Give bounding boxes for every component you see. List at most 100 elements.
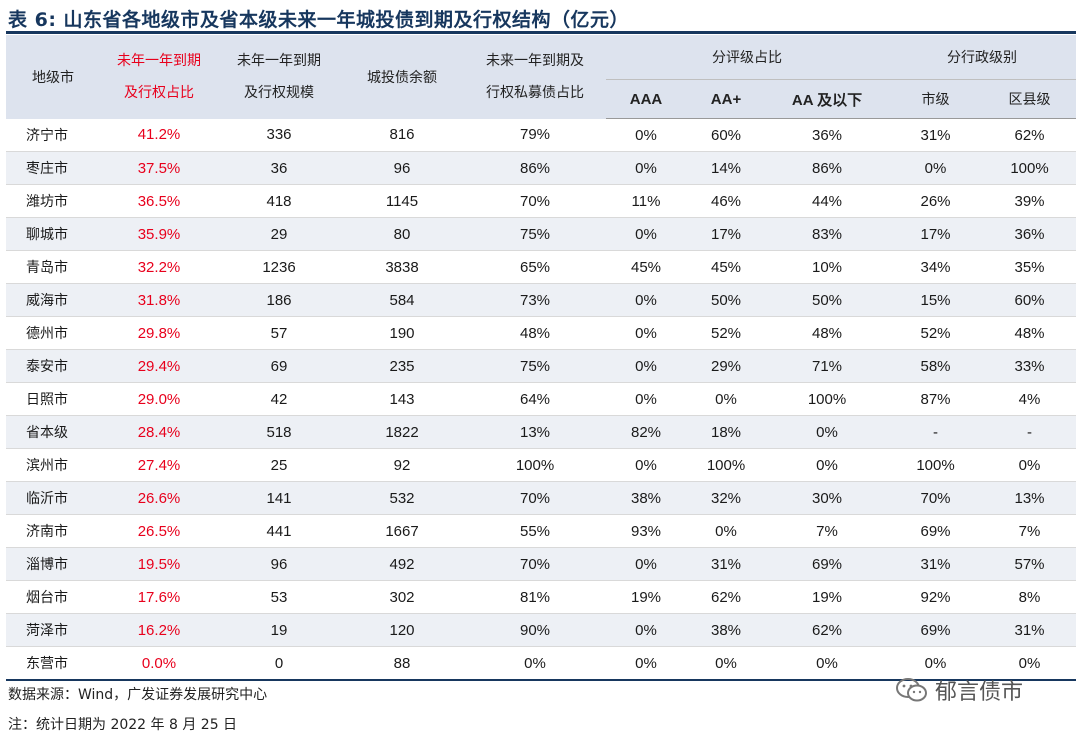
cell-city: 枣庄市 <box>6 151 100 185</box>
cell-scale: 19 <box>218 613 340 647</box>
cell-ratio: 37.5% <box>100 151 218 185</box>
cell-ratio: 0.0% <box>100 646 218 681</box>
cell-balance: 1822 <box>340 415 464 449</box>
table-row: 淄博市 19.5% 96 492 70% 0% 31% 69% 31% 57% <box>6 547 1077 581</box>
cell-aaplus: 62% <box>686 580 766 614</box>
cell-balance: 190 <box>340 316 464 350</box>
cell-aaa: 19% <box>606 580 686 614</box>
cell-balance: 3838 <box>340 250 464 284</box>
cell-scale: 1236 <box>218 250 340 284</box>
cell-ratio: 29.0% <box>100 382 218 416</box>
cell-scale: 42 <box>218 382 340 416</box>
cell-citylevel: 92% <box>888 580 984 614</box>
cell-aaa: 0% <box>606 613 686 647</box>
cell-aabelow: 7% <box>766 514 889 548</box>
cell-scale: 57 <box>218 316 340 350</box>
cell-aabelow: 0% <box>766 415 889 449</box>
cell-private: 70% <box>464 481 606 515</box>
cell-aaa: 45% <box>606 250 686 284</box>
cell-private: 100% <box>464 448 606 482</box>
cell-city: 东营市 <box>6 646 100 681</box>
header-ratio-line2: 及行权占比 <box>124 84 194 101</box>
cell-county: 100% <box>983 151 1077 185</box>
cell-aabelow: 36% <box>766 118 889 152</box>
cell-aabelow: 50% <box>766 283 889 317</box>
table-row: 聊城市 35.9% 29 80 75% 0% 17% 83% 17% 36% <box>6 217 1077 251</box>
header-rating-group: 分评级占比 <box>606 35 889 80</box>
cell-aabelow: 44% <box>766 184 889 218</box>
cell-ratio: 28.4% <box>100 415 218 449</box>
cell-citylevel: 87% <box>888 382 984 416</box>
cell-balance: 80 <box>340 217 464 251</box>
cell-county: 4% <box>983 382 1077 416</box>
cell-private: 75% <box>464 349 606 383</box>
header-ratio-line1: 未年一年到期 <box>117 52 201 69</box>
cell-scale: 518 <box>218 415 340 449</box>
header-aa-below: AA 及以下 <box>766 79 889 119</box>
cell-private: 86% <box>464 151 606 185</box>
watermark-text: 郁言债市 <box>935 680 1024 705</box>
cell-citylevel: 31% <box>888 118 984 152</box>
header-private-line2: 行权私募债占比 <box>486 84 584 101</box>
cell-aaplus: 29% <box>686 349 766 383</box>
source-note: 数据来源：Wind，广发证券发展研究中心 <box>8 687 268 703</box>
table-title: 表 6: 山东省各地级市及省本级未来一年城投债到期及行权结构（亿元） <box>8 9 630 31</box>
cell-aaa: 82% <box>606 415 686 449</box>
cell-citylevel: 70% <box>888 481 984 515</box>
cell-county: 48% <box>983 316 1077 350</box>
cell-aaplus: 0% <box>686 382 766 416</box>
table-row: 德州市 29.8% 57 190 48% 0% 52% 48% 52% 48% <box>6 316 1077 350</box>
wechat-icon <box>896 678 927 702</box>
cell-county: 33% <box>983 349 1077 383</box>
cell-ratio: 32.2% <box>100 250 218 284</box>
title-rule <box>6 31 1076 34</box>
cell-aabelow: 48% <box>766 316 889 350</box>
cell-aaa: 11% <box>606 184 686 218</box>
cell-balance: 532 <box>340 481 464 515</box>
cell-aabelow: 100% <box>766 382 889 416</box>
cell-citylevel: 34% <box>888 250 984 284</box>
cell-ratio: 31.8% <box>100 283 218 317</box>
table-row: 临沂市 26.6% 141 532 70% 38% 32% 30% 70% 13% <box>6 481 1077 515</box>
header-admin-group: 分行政级别 <box>888 35 1077 80</box>
cell-citylevel: 17% <box>888 217 984 251</box>
cell-county: 62% <box>983 118 1077 152</box>
cell-private: 13% <box>464 415 606 449</box>
cell-balance: 235 <box>340 349 464 383</box>
cell-citylevel: 15% <box>888 283 984 317</box>
cell-balance: 1667 <box>340 514 464 548</box>
debt-structure-table: 地级市 未年一年到期 及行权占比 未年一年到期 及行权规模 城投债余额 未来一年… <box>6 35 1077 681</box>
cell-balance: 92 <box>340 448 464 482</box>
cell-scale: 418 <box>218 184 340 218</box>
cell-aabelow: 0% <box>766 646 889 681</box>
cell-balance: 143 <box>340 382 464 416</box>
cell-private: 75% <box>464 217 606 251</box>
cell-aaa: 0% <box>606 316 686 350</box>
cell-aaplus: 17% <box>686 217 766 251</box>
cell-citylevel: 0% <box>888 646 984 681</box>
cell-citylevel: 58% <box>888 349 984 383</box>
cell-city: 青岛市 <box>6 250 100 284</box>
table-row: 菏泽市 16.2% 19 120 90% 0% 38% 62% 69% 31% <box>6 613 1077 647</box>
cell-aabelow: 86% <box>766 151 889 185</box>
header-scale: 未年一年到期 及行权规模 <box>218 35 340 119</box>
cell-aaa: 93% <box>606 514 686 548</box>
cell-scale: 0 <box>218 646 340 681</box>
cell-aabelow: 69% <box>766 547 889 581</box>
header-ratio: 未年一年到期 及行权占比 <box>100 35 218 119</box>
cell-city: 省本级 <box>6 415 100 449</box>
cell-aabelow: 30% <box>766 481 889 515</box>
cell-city: 济南市 <box>6 514 100 548</box>
cell-balance: 302 <box>340 580 464 614</box>
cell-citylevel: 0% <box>888 151 984 185</box>
cell-ratio: 29.4% <box>100 349 218 383</box>
cell-city: 泰安市 <box>6 349 100 383</box>
cell-private: 70% <box>464 184 606 218</box>
cell-aabelow: 19% <box>766 580 889 614</box>
cell-city: 淄博市 <box>6 547 100 581</box>
cell-county: - <box>983 415 1077 449</box>
cell-aabelow: 62% <box>766 613 889 647</box>
table-row: 济南市 26.5% 441 1667 55% 93% 0% 7% 69% 7% <box>6 514 1077 548</box>
cell-private: 73% <box>464 283 606 317</box>
cell-county: 60% <box>983 283 1077 317</box>
